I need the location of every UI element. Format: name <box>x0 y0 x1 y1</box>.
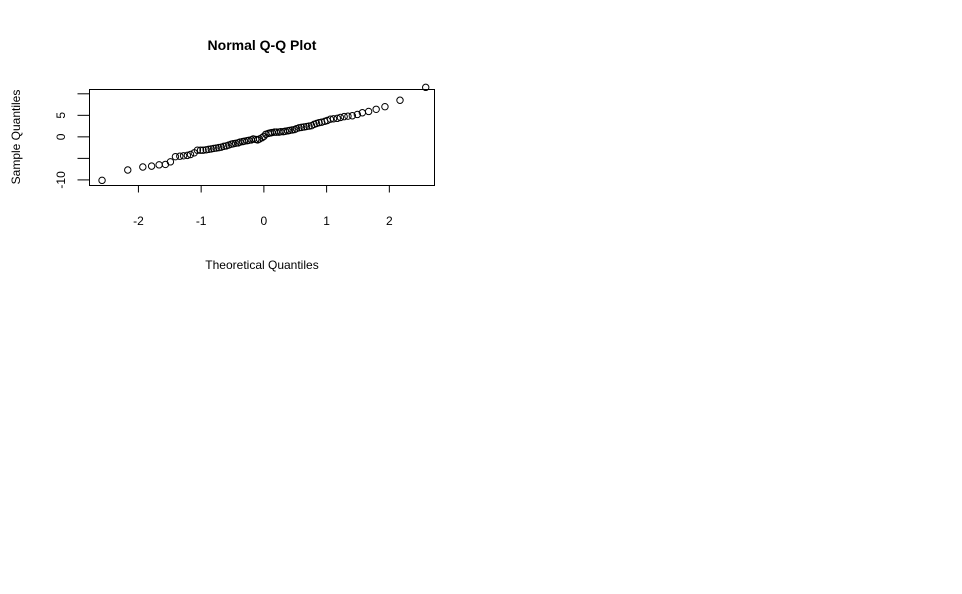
data-point <box>207 145 215 153</box>
x-tick-label: 1 <box>323 214 330 228</box>
y-axis-label: Sample Quantiles <box>9 90 23 185</box>
data-point <box>193 146 202 154</box>
data-point <box>302 122 311 131</box>
data-point <box>396 96 404 104</box>
data-point <box>297 123 306 132</box>
data-point <box>329 115 338 123</box>
y-tick-label: 5 <box>54 112 68 119</box>
data-point <box>295 124 303 132</box>
data-point <box>372 105 380 114</box>
data-point <box>344 112 352 120</box>
data-point <box>220 142 228 151</box>
data-point <box>179 152 188 160</box>
y-axis: -10 0 5 <box>54 93 90 189</box>
data-point <box>285 126 294 135</box>
data-point <box>196 146 205 154</box>
data-point <box>155 161 163 169</box>
data-point <box>326 115 335 123</box>
x-tick-label: 0 <box>261 214 268 228</box>
x-tick-label: -1 <box>196 214 207 228</box>
x-tick-label: -2 <box>133 214 144 228</box>
data-point <box>98 176 106 185</box>
data-point <box>183 151 192 160</box>
data-point <box>281 127 289 135</box>
chart-title: Normal Q-Q Plot <box>208 37 317 53</box>
x-axis: -2 -1 0 1 2 <box>133 185 393 228</box>
data-point <box>336 113 345 122</box>
data-point <box>236 138 244 146</box>
data-point <box>139 163 147 171</box>
data-point <box>305 122 313 130</box>
data-point <box>348 112 357 120</box>
data-point <box>268 128 276 137</box>
data-point <box>245 136 253 144</box>
data-point <box>199 146 207 154</box>
data-point <box>288 126 296 134</box>
data-point <box>204 145 213 154</box>
data-point <box>340 112 348 121</box>
data-point <box>147 162 156 170</box>
data-point <box>176 152 184 160</box>
data-point <box>315 118 323 127</box>
data-point <box>353 110 362 119</box>
data-point <box>215 143 223 152</box>
data-point <box>381 103 389 111</box>
data-point <box>229 140 237 148</box>
data-point <box>364 107 373 116</box>
data-point <box>124 166 132 174</box>
data-point <box>171 152 180 161</box>
data-point <box>212 144 220 152</box>
data-point <box>240 137 249 145</box>
y-tick-label: -10 <box>54 171 68 189</box>
data-point <box>231 139 240 148</box>
x-axis-label: Theoretical Quantiles <box>205 258 318 272</box>
data-point <box>272 128 281 136</box>
data-point <box>300 123 308 131</box>
data-point <box>202 146 210 154</box>
data-point <box>422 83 430 92</box>
data-point <box>166 158 175 166</box>
x-tick-label: 2 <box>386 214 393 228</box>
y-tick-label: 0 <box>54 133 68 140</box>
data-point <box>277 127 285 136</box>
data-point <box>186 150 195 159</box>
data-point <box>333 114 341 123</box>
data-point <box>210 144 218 153</box>
data-points <box>98 83 430 185</box>
